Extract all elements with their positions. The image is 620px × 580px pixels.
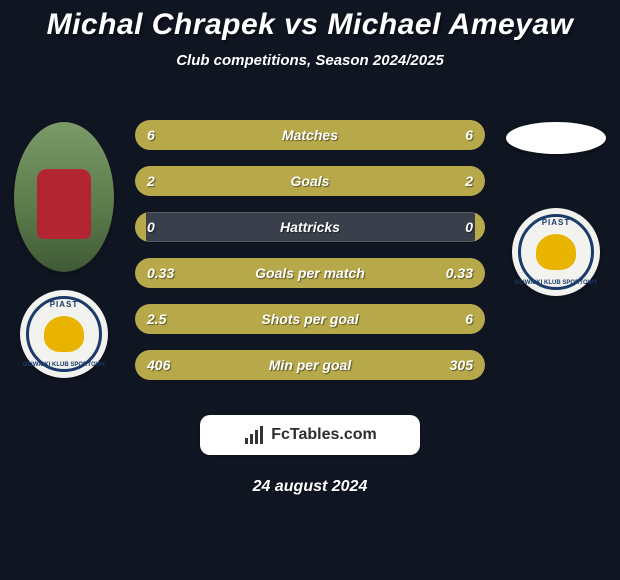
stat-label: Shots per goal — [135, 304, 485, 334]
crest-text-top: PIAST — [512, 218, 600, 227]
player2-name: Michael Ameyaw — [327, 8, 573, 41]
stat-row: 2.56Shots per goal — [135, 304, 485, 334]
crest-text-top: PIAST — [20, 300, 108, 309]
stat-row: 00Hattricks — [135, 212, 485, 242]
crest-text-bottom: GLIWICKI KLUB SPORTOWY — [20, 362, 108, 368]
player-left-avatar — [14, 122, 114, 272]
chart-icon — [243, 426, 263, 444]
player-left-column: PIAST GLIWICKI KLUB SPORTOWY — [4, 122, 124, 378]
stat-label: Goals — [135, 166, 485, 196]
vs-separator: vs — [275, 8, 327, 41]
player-right-avatar — [506, 122, 606, 154]
player-left-shirt — [37, 169, 91, 239]
comparison-card: Michal Chrapek vs Michael Ameyaw Club co… — [0, 0, 620, 580]
player-left-photo — [14, 122, 114, 272]
stat-label: Min per goal — [135, 350, 485, 380]
eagle-icon — [536, 234, 576, 270]
watermark-text: FcTables.com — [271, 426, 377, 444]
crest-text-bottom: GLIWICKI KLUB SPORTOWY — [512, 280, 600, 286]
stat-row: 406305Min per goal — [135, 350, 485, 380]
page-title: Michal Chrapek vs Michael Ameyaw — [0, 8, 620, 42]
stat-row: 22Goals — [135, 166, 485, 196]
stat-label: Matches — [135, 120, 485, 150]
page-subtitle: Club competitions, Season 2024/2025 — [0, 52, 620, 69]
stat-row: 0.330.33Goals per match — [135, 258, 485, 288]
player-left-crest: PIAST GLIWICKI KLUB SPORTOWY — [20, 290, 108, 378]
watermark[interactable]: FcTables.com — [200, 415, 420, 455]
stat-label: Goals per match — [135, 258, 485, 288]
stat-label: Hattricks — [135, 212, 485, 242]
eagle-icon — [44, 316, 84, 352]
stat-bars: 66Matches 22Goals 00Hattricks 0.330.33Goals… — [135, 120, 485, 396]
player1-name: Michal Chrapek — [47, 8, 276, 41]
date-label: 24 august 2024 — [0, 478, 620, 496]
player-right-crest: PIAST GLIWICKI KLUB SPORTOWY — [512, 208, 600, 296]
player-right-column: PIAST GLIWICKI KLUB SPORTOWY — [496, 122, 616, 296]
stat-row: 66Matches — [135, 120, 485, 150]
